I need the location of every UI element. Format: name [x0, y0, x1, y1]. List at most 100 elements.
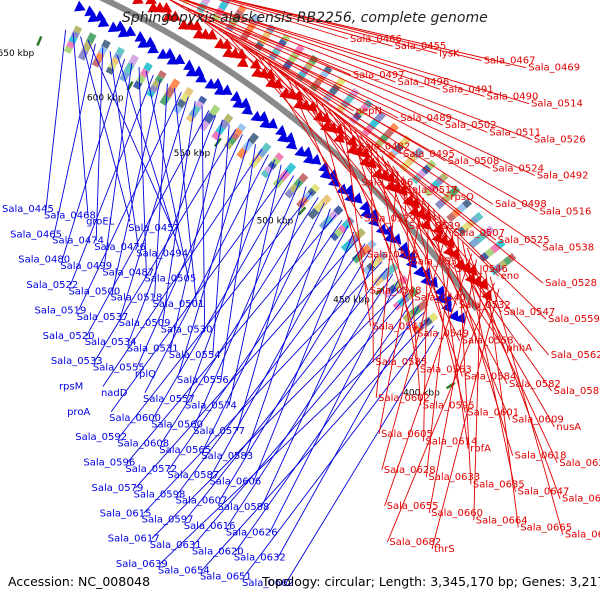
- feature-stripe: [494, 263, 503, 273]
- plus-strand-gene-label: Sala_0489: [400, 113, 452, 124]
- feature-stripe: [470, 215, 480, 225]
- minus-strand-gene-label: Sala_0500: [68, 286, 120, 297]
- plus-strand-gene-arrow: [191, 19, 203, 31]
- plus-strand-gene-label: Sala_0507: [453, 228, 505, 239]
- plus-strand-leader-line: [237, 40, 449, 198]
- feature-stripe: [428, 312, 439, 323]
- minus-strand-gene-label: Sala_0494: [136, 248, 188, 259]
- minus-strand-leader-line: [45, 29, 67, 210]
- minus-strand-leader-line: [116, 54, 181, 254]
- feature-stripe: [149, 84, 159, 93]
- plus-strand-gene-label: Sala_0582: [509, 379, 561, 390]
- feature-stripe: [257, 147, 268, 158]
- plus-strand-gene-label: thrS: [434, 544, 455, 555]
- minus-strand-gene-label: Sala_0607: [176, 496, 228, 507]
- feature-stripe: [119, 70, 130, 83]
- plus-strand-gene-label: lysK: [439, 48, 460, 59]
- kbp-tick-label: 600 kbp: [87, 93, 124, 103]
- feature-stripe: [159, 94, 171, 106]
- plus-strand-leader-line: [387, 282, 495, 542]
- plus-strand-leader-line: [230, 0, 527, 69]
- plus-strand-gene-label: Sala_0511: [489, 127, 541, 138]
- minus-strand-gene-label: Sala_0639: [116, 559, 168, 570]
- plus-strand-leader-line: [378, 197, 424, 435]
- plus-strand-leader-line: [375, 171, 399, 399]
- plus-strand-gene-label: Sala_0466: [350, 34, 402, 45]
- plus-strand-gene-label: Sala_0515: [367, 249, 419, 260]
- feature-stripe: [223, 141, 233, 150]
- minus-strand-gene-label: Sala_0557: [143, 394, 195, 405]
- plus-strand-gene-label: Sala_0584: [464, 372, 516, 383]
- plus-strand-gene-label: Sala_0492: [537, 170, 589, 181]
- feature-stripe: [184, 86, 194, 97]
- feature-stripe: [318, 220, 329, 231]
- minus-strand-gene-label: Sala_0588: [218, 502, 270, 513]
- plus-strand-gene-label: Sala_0516: [540, 206, 592, 217]
- feature-stripe: [73, 25, 83, 34]
- plus-strand-leader-line: [381, 225, 449, 471]
- feature-stripe: [157, 70, 167, 79]
- feature-stripe: [234, 9, 244, 18]
- feature-stripe: [128, 54, 139, 66]
- plus-strand-gene-arrow: [145, 0, 157, 5]
- feature-stripe: [77, 49, 89, 61]
- minus-strand-gene-label: Sala_0537: [77, 312, 129, 323]
- kbp-tick-label: 550 kbp: [174, 149, 211, 159]
- plus-strand-leader-lines: [169, 0, 564, 550]
- kbp-tick-label: 400 kbp: [403, 389, 440, 399]
- plus-strand-leader-line: [462, 242, 516, 492]
- minus-strand-leader-line: [135, 237, 360, 489]
- feature-stripe: [237, 123, 247, 132]
- minus-strand-gene-arrow: [368, 215, 380, 227]
- minus-strand-gene-label: Sala_0522: [26, 280, 78, 291]
- plus-strand-leader-line: [193, 12, 357, 148]
- minus-strand-leader-line: [269, 280, 399, 533]
- plus-strand-leader-line: [431, 288, 500, 550]
- plus-strand-gene-label: Sala_0546: [456, 264, 508, 275]
- minus-strand-gene-label: Sala_0654: [158, 565, 210, 576]
- feature-stripe: [287, 51, 299, 64]
- plus-strand-leader-line: [376, 150, 419, 370]
- feature-stripe: [176, 98, 187, 109]
- minus-strand-gene-label: Sala_0518: [110, 293, 162, 304]
- plus-strand-gene-label: Sala_0548: [370, 285, 422, 296]
- genome-backbone: [98, 0, 480, 312]
- feature-stripe: [461, 222, 471, 232]
- feature-stripe: [66, 40, 75, 49]
- feature-stripe: [101, 39, 111, 49]
- minus-strand-gene-arrow: [195, 72, 207, 83]
- plus-strand-gene-label: Sala_0491: [442, 84, 494, 95]
- plus-strand-gene-arrow: [236, 56, 249, 68]
- feature-stripe: [475, 231, 488, 243]
- feature-stripe: [164, 86, 176, 98]
- genome-title: Sphingopyxis alaskensis RB2256, complete…: [122, 10, 488, 26]
- minus-strand-gene-label: Sala_0480: [18, 255, 70, 266]
- kbp-tick-label: 500 kbp: [257, 217, 294, 227]
- minus-strand-gene-label: proA: [67, 407, 90, 418]
- minus-strand-gene-label: Sala_0651: [200, 572, 252, 583]
- minus-strand-gene-label: Sala_0631: [150, 540, 202, 551]
- minus-strand-gene-label: Sala_0505: [144, 274, 196, 285]
- minus-strand-leader-line: [285, 331, 440, 584]
- feature-stripe: [498, 259, 508, 269]
- feature-stripe: [361, 124, 374, 137]
- feature-stripe: [384, 127, 395, 138]
- feature-stripe: [68, 35, 78, 44]
- plus-strand-gene-label: Sala_0496: [397, 77, 449, 88]
- feature-stripe: [333, 228, 343, 238]
- feature-stripe: [261, 142, 272, 153]
- minus-strand-gene-label: Sala_0598: [134, 489, 186, 500]
- feature-stripe: [417, 299, 429, 312]
- plus-strand-leader-line: [359, 135, 505, 349]
- minus-strand-leader-line: [236, 186, 307, 431]
- feature-stripe: [172, 104, 183, 115]
- feature-stripe: [482, 225, 495, 237]
- plus-strand-leader-line: [199, 16, 402, 155]
- feature-stripe: [198, 95, 208, 105]
- topology-summary: Topology: circular; Length: 3,345,170 bp…: [262, 574, 600, 589]
- feature-stripe: [198, 119, 210, 132]
- plus-strand-leader-line: [433, 208, 469, 449]
- minus-strand-leader-line: [235, 299, 415, 552]
